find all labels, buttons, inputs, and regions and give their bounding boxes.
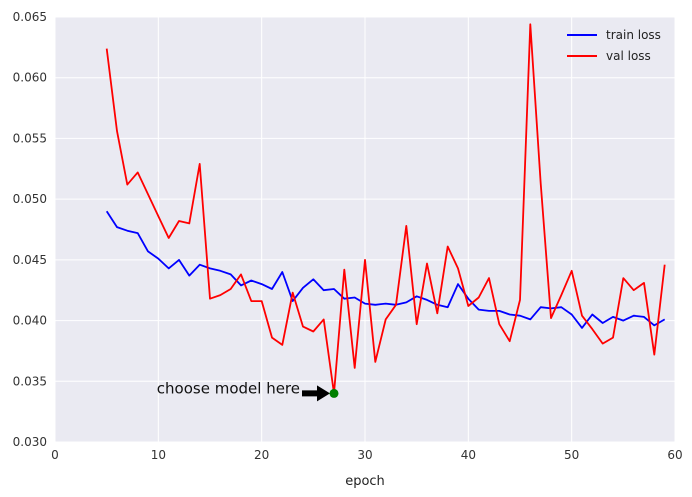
y-axis-ticks: 0.030 0.035 0.040 0.045 0.050 0.055 0.060 0.065	[13, 10, 47, 449]
x-tick-label: 0	[51, 448, 59, 462]
y-tick-label: 0.035	[13, 374, 47, 388]
annotation-marker	[329, 388, 339, 398]
x-tick-label: 60	[667, 448, 682, 462]
series-line-val-loss	[105, 23, 666, 395]
x-tick-label: 20	[254, 448, 269, 462]
x-tick-label: 10	[151, 448, 166, 462]
series-line-train-loss	[105, 210, 666, 329]
y-tick-label: 0.050	[13, 192, 47, 206]
legend-label: train loss	[606, 28, 661, 42]
series-layer	[105, 23, 666, 395]
legend: train loss val loss	[567, 28, 661, 63]
annotation-text: choose model here	[157, 379, 300, 397]
x-axis-ticks: 0 10 20 30 40 50 60	[51, 448, 682, 462]
y-tick-label: 0.040	[13, 314, 47, 328]
y-tick-label: 0.045	[13, 253, 47, 267]
x-axis-label: epoch	[345, 474, 385, 489]
y-tick-label: 0.060	[13, 71, 47, 85]
legend-label: val loss	[606, 49, 651, 63]
x-tick-label: 30	[357, 448, 372, 462]
annotation: choose model here	[157, 379, 339, 402]
x-tick-label: 40	[461, 448, 476, 462]
y-tick-label: 0.030	[13, 435, 47, 449]
y-tick-label: 0.065	[13, 10, 47, 24]
x-tick-label: 50	[564, 448, 579, 462]
annotation-arrow	[302, 385, 330, 402]
y-tick-label: 0.055	[13, 131, 47, 145]
